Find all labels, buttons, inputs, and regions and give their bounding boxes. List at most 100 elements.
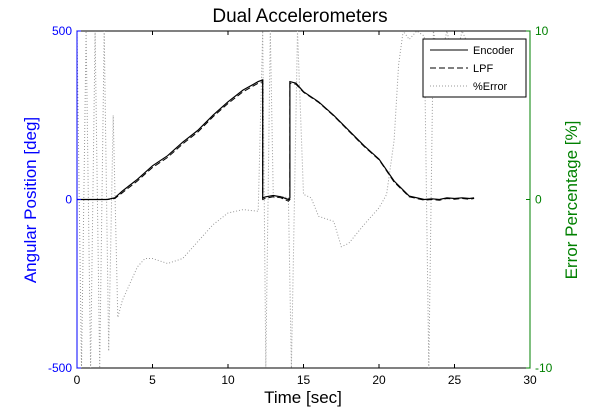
series-point	[182, 142, 183, 143]
series-point	[454, 198, 455, 199]
series-point	[409, 196, 410, 197]
series-point	[462, 197, 463, 198]
series-point	[289, 199, 290, 200]
series-point	[167, 157, 168, 158]
series-point	[311, 197, 312, 198]
legend-label-encoder: Encoder	[473, 45, 514, 57]
series-point	[341, 246, 342, 247]
series-point	[258, 211, 259, 212]
y-tick-label: 500	[52, 24, 72, 38]
series-layer	[77, 31, 475, 368]
series-point	[379, 207, 380, 208]
series-point	[424, 199, 425, 200]
series-point	[333, 221, 334, 222]
series-point	[363, 224, 364, 225]
y-axis-right-label: Error Percentage [%]	[562, 121, 581, 280]
series-point	[197, 130, 198, 131]
series-point	[167, 155, 168, 156]
series-point	[137, 266, 138, 267]
series-point	[318, 101, 319, 102]
series-point	[265, 196, 266, 197]
series-point	[273, 196, 274, 197]
series-point	[243, 209, 244, 210]
series-line-encoder	[77, 79, 475, 201]
series-point	[273, 197, 274, 198]
series-point	[348, 130, 349, 131]
legend: Encoder LPF %Error	[422, 38, 527, 98]
series-point	[228, 103, 229, 104]
x-tick-label: 25	[448, 373, 462, 387]
series-point	[107, 199, 108, 200]
y-right-tick-label: 10	[535, 24, 549, 38]
series-point	[122, 300, 123, 301]
series-point	[243, 90, 244, 91]
series-point	[348, 243, 349, 244]
series-point	[197, 241, 198, 242]
series-point	[394, 140, 395, 141]
series-point	[152, 165, 153, 166]
series-point	[288, 201, 289, 202]
series-point	[212, 116, 213, 117]
series-point	[117, 317, 118, 318]
x-tick-label: 15	[297, 373, 311, 387]
series-point	[92, 199, 93, 200]
series-point	[439, 199, 440, 200]
series-point	[379, 159, 380, 160]
series-point	[113, 115, 114, 116]
series-point	[289, 197, 290, 198]
series-point	[265, 198, 266, 199]
series-point	[129, 283, 130, 284]
series-point	[318, 216, 319, 217]
series-point	[394, 181, 395, 182]
series-point	[182, 143, 183, 144]
series-point	[122, 192, 123, 193]
series-point	[243, 91, 244, 92]
series-point	[262, 199, 263, 200]
series-point	[212, 115, 213, 116]
series-point	[258, 83, 259, 84]
series-point	[333, 115, 334, 116]
series-point	[262, 197, 263, 198]
series-point	[144, 258, 145, 259]
series-point	[280, 196, 281, 197]
y-right-tick-label: -10	[535, 361, 553, 375]
series-point	[114, 197, 115, 198]
series-point	[137, 179, 138, 180]
x-tick-label: 0	[74, 373, 81, 387]
series-line-lpf	[77, 80, 475, 202]
series-point	[258, 81, 259, 82]
x-tick-label: 5	[149, 373, 156, 387]
series-point	[363, 145, 364, 146]
series-point	[446, 197, 447, 198]
series-point	[122, 191, 123, 192]
series-point	[409, 39, 410, 40]
legend-label-lpf: LPF	[473, 63, 493, 75]
x-tick-label: 30	[523, 373, 537, 387]
series-point	[108, 351, 109, 352]
series-point	[303, 194, 304, 195]
series-point	[228, 213, 229, 214]
series-point	[431, 198, 432, 199]
series-point	[152, 167, 153, 168]
series-point	[182, 258, 183, 259]
series-point	[288, 199, 289, 200]
series-point	[137, 181, 138, 182]
series-point	[398, 64, 399, 65]
y-right-tick-label: 0	[535, 193, 542, 207]
series-point	[474, 197, 475, 198]
series-point	[386, 194, 387, 195]
y-axis-label: Angular Position [deg]	[21, 117, 40, 283]
series-point	[303, 91, 304, 92]
legend-label-error: %Error	[473, 81, 508, 93]
series-line-pct-error	[77, 31, 471, 368]
series-point	[262, 79, 263, 80]
series-point	[295, 83, 296, 84]
series-point	[228, 101, 229, 102]
x-tick-label: 10	[221, 373, 235, 387]
x-tick-label: 20	[372, 373, 386, 387]
series-point	[469, 198, 470, 199]
series-point	[289, 81, 290, 82]
series-point	[152, 258, 153, 259]
series-point	[424, 36, 425, 37]
